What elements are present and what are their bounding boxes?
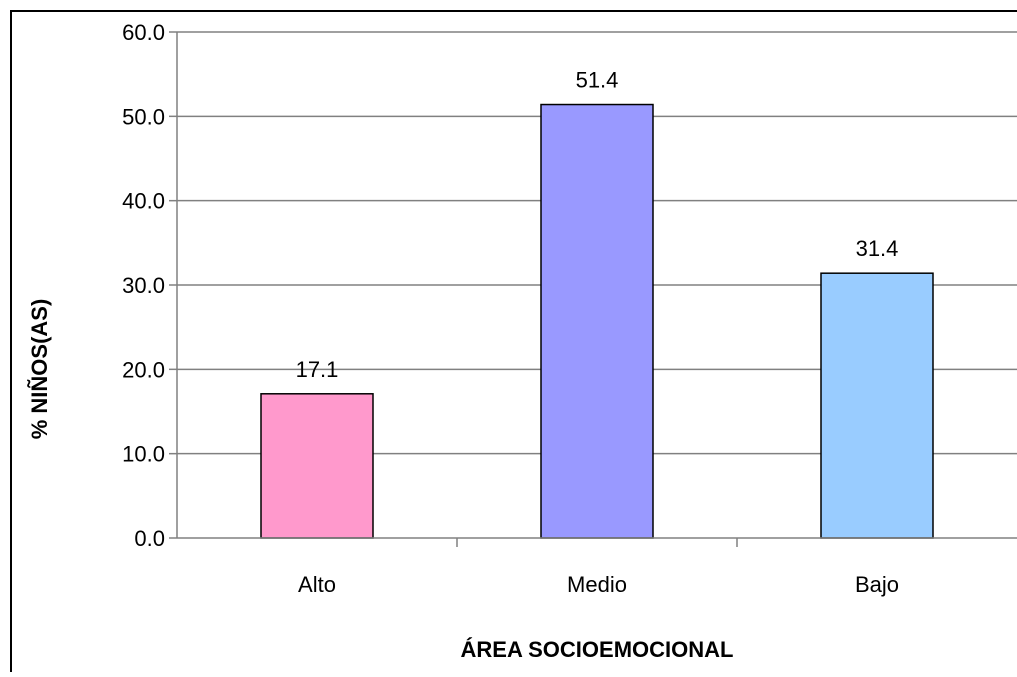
y-tick-label: 60.0 [122, 20, 165, 45]
data-label: 51.4 [576, 68, 619, 93]
y-tick-label: 30.0 [122, 273, 165, 298]
category-label: Medio [567, 572, 627, 597]
bar-medio [540, 103, 654, 539]
data-label: 17.1 [296, 357, 339, 382]
data-label: 31.4 [856, 236, 899, 261]
x-axis-title: ÁREA SOCIOEMOCIONAL [461, 637, 734, 662]
y-tick-label: 50.0 [122, 104, 165, 129]
bars [260, 103, 934, 539]
category-label: Bajo [855, 572, 899, 597]
y-axis-title: % NIÑOS(AS) [27, 299, 52, 440]
y-tick-label: 40.0 [122, 189, 165, 214]
y-tick-label: 20.0 [122, 357, 165, 382]
category-label: Alto [298, 572, 336, 597]
axes [169, 31, 1017, 547]
y-tick-label: 10.0 [122, 442, 165, 467]
labels: 0.0 10.0 20.0 30.0 40.0 50.0 60.0 17.1 Alto 51.4 M… [122, 20, 899, 597]
bar-alto [260, 393, 374, 539]
bar-bajo [820, 272, 934, 539]
y-tick-label: 0.0 [134, 526, 165, 551]
